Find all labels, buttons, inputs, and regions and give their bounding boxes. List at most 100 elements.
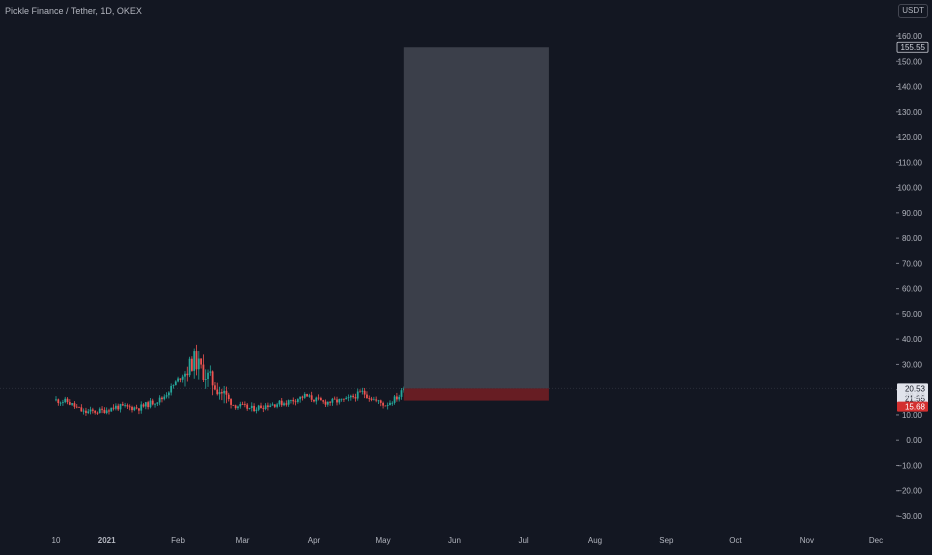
y-tick-label: 50.00 (902, 310, 923, 319)
candle-body (278, 400, 281, 405)
currency-button[interactable]: USDT (898, 4, 928, 18)
candle-body (142, 404, 145, 407)
candle-body (124, 405, 127, 406)
last-price-label: 20.53 (905, 384, 926, 393)
candle-body (285, 403, 288, 405)
x-tick-label: Nov (800, 536, 814, 545)
candle-body (154, 403, 156, 405)
candle-body (273, 404, 276, 407)
candles-layer (0, 344, 893, 416)
candle-body (301, 396, 304, 398)
candle-body (356, 391, 359, 399)
candle-body (310, 395, 313, 400)
candle-body (172, 385, 175, 386)
candle-body (179, 378, 182, 380)
candle-body (287, 400, 290, 405)
candle-body (246, 404, 249, 409)
candle-body (340, 398, 343, 400)
candle-body (225, 390, 228, 395)
candle-body (80, 407, 83, 412)
x-tick-label: Aug (588, 536, 602, 545)
candle-body (299, 396, 302, 400)
candle-body (62, 402, 64, 403)
candle-body (200, 358, 203, 365)
candle-body (292, 399, 295, 402)
candle-body (324, 401, 327, 405)
candle-body (230, 399, 232, 405)
candle-body (209, 371, 212, 373)
candle-body (188, 358, 191, 376)
y-tick-label: 130.00 (898, 108, 923, 117)
candle-body (386, 405, 389, 406)
candle-body (389, 402, 391, 406)
candle-body (243, 404, 246, 406)
candle-body (262, 408, 265, 410)
candle-body (308, 395, 311, 397)
candle-body (248, 407, 251, 409)
candle-body (108, 410, 110, 412)
candle-body (393, 396, 396, 403)
candle-body (220, 392, 223, 394)
candle-body (68, 402, 71, 405)
candle-body (110, 407, 113, 412)
candle-body (269, 405, 272, 408)
candle-body (260, 405, 262, 409)
entry-price-label: 20.50 (905, 391, 926, 400)
candle-body (101, 408, 103, 410)
candle-body (264, 405, 267, 409)
candle-body (126, 405, 129, 407)
candle-body (395, 396, 398, 400)
candle-body (195, 351, 198, 370)
target-price-label-box (896, 41, 929, 53)
candle-body (202, 364, 205, 380)
x-tick-label: 10 (52, 536, 61, 545)
candle-body (250, 405, 253, 408)
candle-body (55, 399, 57, 401)
candle-body (163, 396, 166, 400)
stop-price-label: 15.68 (905, 403, 926, 412)
candle-body (354, 397, 357, 399)
candle-body (296, 399, 299, 402)
candle-body (306, 394, 308, 397)
y-tick-label: 150.00 (898, 57, 923, 66)
candle-body (158, 397, 161, 403)
target-zone (403, 47, 549, 389)
candle-body (165, 395, 168, 397)
candle-body (400, 390, 403, 397)
x-tick-label: Jul (518, 536, 528, 545)
candle-body (255, 409, 258, 412)
last-price-label-countdown: 21:55 (905, 394, 926, 403)
symbol-title[interactable]: Pickle Finance / Tether, 1D, OKEX (5, 6, 142, 16)
candle-body (319, 398, 322, 401)
candle-body (336, 399, 338, 403)
candle-body (216, 389, 219, 395)
candle-body (375, 399, 378, 401)
y-tick-label: 40.00 (902, 335, 923, 344)
time-axis: 10 2021 Feb Mar Apr May Jun Jul Aug Sep Oct Nov Dec (52, 536, 884, 545)
candle-body (303, 394, 306, 398)
candle-body (75, 406, 78, 408)
y-tick-label: 160.00 (898, 32, 923, 41)
y-tick-label: 70.00 (902, 259, 923, 268)
candle-body (359, 391, 361, 393)
y-tick-label: 10.00 (902, 411, 923, 420)
candle-body (239, 403, 242, 407)
candle-body (112, 407, 115, 409)
candle-body (184, 373, 186, 377)
x-tick-label: Feb (171, 536, 185, 545)
candle-body (271, 404, 274, 406)
y-tick-label: 140.00 (898, 83, 923, 92)
candle-body (234, 405, 237, 409)
candle-body (119, 404, 122, 410)
stop-zone (403, 388, 549, 401)
candle-body (181, 376, 184, 380)
candle-body (382, 402, 384, 406)
candle-body (71, 403, 74, 405)
candle-body (197, 358, 200, 370)
candle-body (313, 399, 315, 402)
candle-body (87, 411, 90, 413)
candle-body (384, 405, 387, 407)
candle-body (73, 403, 76, 407)
